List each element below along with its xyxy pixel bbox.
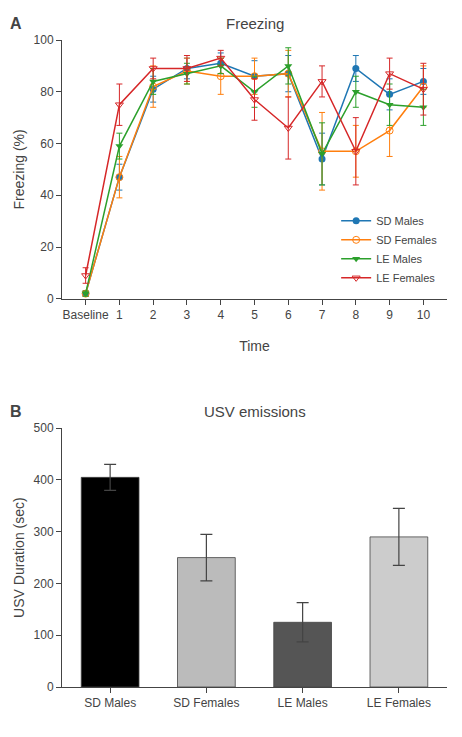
svg-text:400: 400 xyxy=(34,473,54,487)
svg-text:100: 100 xyxy=(34,628,54,642)
svg-text:500: 500 xyxy=(34,421,54,435)
svg-text:300: 300 xyxy=(34,525,54,539)
svg-text:60: 60 xyxy=(40,137,54,151)
svg-text:20: 20 xyxy=(40,240,54,254)
svg-text:10: 10 xyxy=(417,308,431,322)
svg-text:Baseline: Baseline xyxy=(63,308,109,322)
svg-text:LE Males: LE Males xyxy=(376,253,422,265)
svg-text:4: 4 xyxy=(217,308,224,322)
svg-text:200: 200 xyxy=(34,577,54,591)
svg-text:1: 1 xyxy=(116,308,123,322)
svg-text:Freezing: Freezing xyxy=(226,15,284,32)
svg-text:LE Females: LE Females xyxy=(376,272,435,284)
svg-text:SD Males: SD Males xyxy=(376,215,424,227)
svg-text:100: 100 xyxy=(34,33,54,47)
svg-text:3: 3 xyxy=(184,308,191,322)
svg-text:5: 5 xyxy=(251,308,258,322)
svg-text:LE Males: LE Males xyxy=(278,696,328,710)
svg-text:7: 7 xyxy=(319,308,326,322)
svg-text:Freezing (%): Freezing (%) xyxy=(11,129,27,209)
svg-text:8: 8 xyxy=(352,308,359,322)
svg-text:6: 6 xyxy=(285,308,292,322)
svg-text:A: A xyxy=(10,15,22,32)
svg-text:40: 40 xyxy=(40,188,54,202)
svg-text:USV Duration (sec): USV Duration (sec) xyxy=(11,497,27,618)
svg-text:SD Females: SD Females xyxy=(173,696,239,710)
svg-text:80: 80 xyxy=(40,85,54,99)
svg-text:B: B xyxy=(10,403,22,420)
svg-text:0: 0 xyxy=(47,680,54,694)
svg-text:LE Females: LE Females xyxy=(367,696,431,710)
svg-text:USV emissions: USV emissions xyxy=(204,403,306,420)
svg-text:SD Females: SD Females xyxy=(376,234,437,246)
svg-text:Time: Time xyxy=(239,338,270,354)
svg-text:2: 2 xyxy=(150,308,157,322)
svg-text:SD Males: SD Males xyxy=(84,696,136,710)
svg-text:9: 9 xyxy=(386,308,393,322)
svg-text:0: 0 xyxy=(47,292,54,306)
